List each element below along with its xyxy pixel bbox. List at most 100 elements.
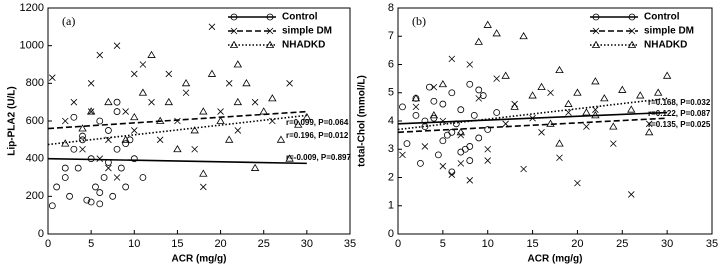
- legend-marker: [230, 27, 238, 35]
- point: [78, 124, 87, 132]
- point: [421, 117, 429, 125]
- annotation: r=0.099, P=0.064: [286, 118, 349, 127]
- point: [439, 117, 447, 125]
- point: [583, 123, 590, 130]
- point: [425, 83, 433, 91]
- point: [610, 140, 617, 147]
- point: [457, 160, 465, 167]
- annotation: r=0.196, P=0.012: [286, 131, 349, 140]
- point: [600, 94, 609, 102]
- point: [122, 140, 130, 148]
- point: [466, 157, 474, 164]
- point: [461, 145, 469, 153]
- point: [555, 65, 564, 74]
- point: [438, 79, 448, 88]
- point: [565, 109, 572, 116]
- point: [233, 97, 243, 106]
- point: [155, 116, 165, 124]
- point: [412, 103, 420, 111]
- y-tick-label: 2: [388, 171, 394, 183]
- legend-marker: [591, 40, 601, 48]
- point: [475, 134, 483, 142]
- y-tick-label: 200: [26, 190, 44, 202]
- point: [181, 79, 191, 87]
- point: [276, 135, 286, 143]
- point: [403, 140, 411, 148]
- point: [61, 117, 69, 125]
- point: [250, 163, 260, 171]
- annotation: r=0.168, P=0.032: [648, 98, 711, 107]
- point: [484, 157, 491, 164]
- trend-line: [397, 117, 668, 134]
- legend-marker: [628, 13, 636, 21]
- y-tick-label: 0: [388, 228, 394, 240]
- y-tick-label: 1: [388, 200, 394, 212]
- point: [182, 89, 190, 97]
- x-tick-label: 15: [171, 238, 183, 250]
- point: [79, 136, 86, 144]
- point: [412, 111, 420, 119]
- point: [96, 117, 104, 125]
- point: [96, 189, 104, 196]
- point: [96, 200, 104, 208]
- point: [139, 61, 147, 68]
- x-tick-label: 10: [482, 238, 494, 250]
- point: [70, 98, 78, 106]
- point: [200, 183, 207, 191]
- point: [48, 202, 56, 210]
- y-tick-label: 5: [388, 87, 394, 99]
- point: [100, 174, 108, 181]
- point: [268, 94, 277, 102]
- point: [528, 91, 537, 99]
- x-tick-label: 25: [258, 238, 270, 250]
- point: [225, 135, 234, 143]
- y-tick-label: 600: [26, 115, 44, 127]
- point: [538, 129, 545, 136]
- point: [121, 135, 130, 143]
- y-axis-label: total-Chol (mmol/L): [357, 75, 368, 167]
- point: [53, 183, 61, 191]
- point: [66, 192, 73, 200]
- x-tick-label: 10: [128, 238, 140, 250]
- point: [225, 80, 233, 87]
- point: [484, 126, 492, 133]
- y-axis-label: Lip-PLA2 (U/L): [7, 86, 18, 155]
- point: [493, 75, 500, 82]
- point: [113, 174, 121, 181]
- point: [475, 86, 483, 94]
- annotation: r=0.122, P=0.087: [648, 109, 711, 118]
- point: [87, 108, 95, 115]
- point: [302, 112, 312, 121]
- point: [618, 85, 627, 93]
- legend-marker: [592, 13, 600, 21]
- point: [457, 106, 465, 114]
- point: [251, 98, 259, 106]
- point: [627, 105, 636, 113]
- point: [190, 126, 199, 134]
- y-tick-label: 800: [26, 77, 44, 89]
- point: [574, 179, 581, 187]
- x-tick-label: 0: [395, 238, 401, 250]
- point: [234, 127, 242, 134]
- point: [207, 69, 217, 77]
- point: [173, 144, 182, 153]
- y-tick-label: 4: [388, 115, 394, 127]
- point: [430, 83, 438, 91]
- point: [92, 183, 99, 191]
- point: [105, 136, 112, 144]
- point: [429, 111, 439, 119]
- point: [399, 151, 406, 159]
- x-tick-label: 35: [344, 238, 356, 250]
- point: [582, 108, 591, 116]
- point: [70, 113, 78, 121]
- y-tick-label: 1000: [20, 40, 44, 52]
- point: [138, 88, 148, 96]
- point: [105, 127, 112, 134]
- point: [573, 88, 582, 96]
- x-tick-label: 20: [214, 238, 226, 250]
- point: [70, 145, 78, 153]
- point: [483, 20, 492, 28]
- x-tick-label: 5: [440, 238, 446, 250]
- legend-marker: [229, 40, 239, 48]
